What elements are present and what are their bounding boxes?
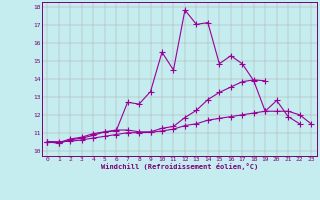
X-axis label: Windchill (Refroidissement éolien,°C): Windchill (Refroidissement éolien,°C) [100, 163, 258, 170]
